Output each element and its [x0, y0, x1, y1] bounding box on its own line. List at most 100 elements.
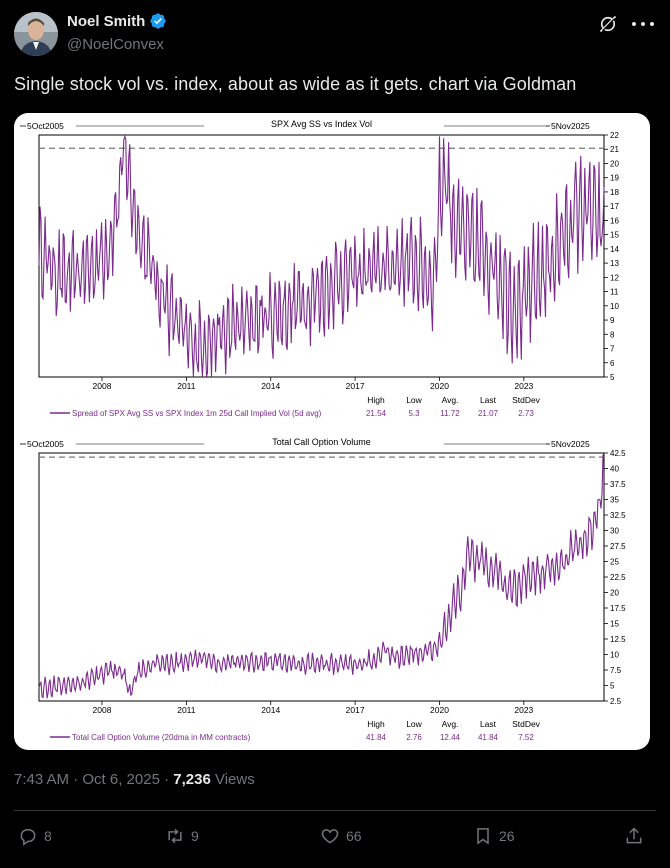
x-tick-label: 2011 [177, 381, 196, 391]
verified-badge-icon [150, 13, 167, 29]
y-tick-label: 2.5 [610, 697, 622, 706]
x-tick-label: 2023 [514, 381, 533, 391]
y-tick-label: 7 [610, 345, 615, 354]
stats-value: 7.52 [518, 733, 534, 742]
stats-header-last: Last [480, 395, 497, 405]
series-line [38, 134, 605, 377]
avatar[interactable] [14, 12, 58, 56]
x-tick-label: 2014 [261, 381, 280, 391]
y-tick-label: 42.5 [610, 449, 626, 458]
bookmark-icon [477, 828, 489, 845]
chart-title: Total Call Option Volume [272, 437, 371, 447]
tweet-meta: 7:43 AM · Oct 6, 2025 · 7,236 Views [14, 771, 255, 788]
y-tick-label: 19 [610, 174, 619, 183]
y-tick-label: 20 [610, 589, 619, 598]
bookmark-count: 26 [499, 828, 515, 844]
y-tick-label: 20 [610, 159, 619, 168]
y-tick-label: 25 [610, 558, 619, 567]
share-button[interactable] [624, 826, 644, 846]
spread-vol-chart: SPX Avg SS vs Index Vol 5Oct2005 5Nov2025 5… [20, 119, 619, 418]
x-tick-label: 2023 [514, 705, 533, 715]
bookmark-button[interactable]: 26 [473, 826, 515, 846]
author-name-text[interactable]: Noel Smith [67, 12, 146, 30]
chart-title: SPX Avg SS vs Index Vol [271, 119, 372, 129]
y-tick-label: 18 [610, 188, 619, 197]
y-tick-label: 9 [610, 316, 615, 325]
reply-count: 8 [44, 828, 52, 844]
call-volume-chart: Total Call Option Volume 5Oct2005 5Nov2025… [20, 437, 626, 742]
x-tick-label: 2011 [177, 705, 196, 715]
y-tick-label: 27.5 [610, 542, 626, 551]
repost-button[interactable]: 9 [165, 826, 199, 846]
stats-header-high: High [367, 395, 385, 405]
views-count: 7,236 [173, 771, 211, 788]
grok-icon[interactable] [598, 14, 618, 34]
y-tick-label: 10 [610, 302, 619, 311]
repost-icon [168, 828, 182, 844]
y-tick-label: 8 [610, 330, 615, 339]
avatar-image [14, 12, 58, 56]
x-tick-label: 2020 [430, 381, 449, 391]
end-date-label: 5Nov2025 [551, 121, 590, 131]
stats-header-low: Low [406, 719, 422, 729]
more-options-icon[interactable] [632, 20, 654, 28]
y-tick-label: 12 [610, 273, 619, 282]
y-tick-label: 17.5 [610, 604, 626, 613]
legend-label: Spread of SPX Avg SS vs SPX Index 1m 25d… [72, 409, 322, 418]
stats-value: 41.84 [366, 733, 387, 742]
tweet-timestamp[interactable]: 7:43 AM · Oct 6, 2025 [14, 771, 160, 788]
stats-header-avg: Avg. [442, 719, 459, 729]
y-tick-label: 16 [610, 216, 619, 225]
y-tick-label: 37.5 [610, 480, 626, 489]
y-tick-label: 21 [610, 145, 619, 154]
like-button[interactable]: 66 [320, 826, 362, 846]
divider [14, 810, 656, 811]
y-tick-label: 10 [610, 651, 619, 660]
meta-separator: · [159, 771, 174, 788]
y-tick-label: 5 [610, 373, 615, 382]
stats-value: 11.72 [440, 409, 460, 418]
reply-button[interactable]: 8 [18, 826, 52, 846]
y-tick-label: 30 [610, 527, 619, 536]
x-tick-label: 2014 [261, 705, 280, 715]
tweet-text: Single stock vol vs. index, about as wid… [14, 74, 577, 94]
y-tick-label: 35 [610, 496, 619, 505]
x-tick-label: 2008 [93, 705, 112, 715]
tweet-media-image[interactable]: SPX Avg SS vs Index Vol 5Oct2005 5Nov2025 5… [14, 113, 650, 750]
author-handle[interactable]: @NoelConvex [67, 36, 164, 53]
y-tick-label: 22.5 [610, 573, 626, 582]
views-label: Views [214, 771, 255, 788]
legend-label: Total Call Option Volume (20dma in MM co… [72, 733, 251, 742]
y-tick-label: 12.5 [610, 635, 626, 644]
stats-value: 21.07 [478, 409, 499, 418]
stats-value: 41.84 [478, 733, 499, 742]
x-tick-label: 2017 [346, 705, 365, 715]
x-tick-label: 2020 [430, 705, 449, 715]
stats-value: 12.44 [440, 733, 461, 742]
y-tick-label: 14 [610, 245, 619, 254]
repost-count: 9 [191, 828, 199, 844]
y-tick-label: 22 [610, 131, 619, 140]
stats-value: 21.54 [366, 409, 387, 418]
y-tick-label: 15 [610, 620, 619, 629]
start-date-label: 5Oct2005 [27, 439, 64, 449]
stats-header-stddev: StdDev [512, 395, 541, 405]
y-tick-label: 32.5 [610, 511, 626, 520]
like-count: 66 [346, 828, 362, 844]
author-name[interactable]: Noel Smith [67, 12, 167, 30]
stats-header-low: Low [406, 395, 422, 405]
x-tick-label: 2017 [346, 381, 365, 391]
y-tick-label: 13 [610, 259, 619, 268]
stats-value: 2.73 [518, 409, 534, 418]
share-icon [626, 827, 642, 844]
start-date-label: 5Oct2005 [27, 121, 64, 131]
reply-icon [20, 829, 36, 846]
end-date-label: 5Nov2025 [551, 439, 590, 449]
series-line [38, 453, 605, 699]
stats-value: 2.76 [406, 733, 422, 742]
stats-header-high: High [367, 719, 385, 729]
stats-header-avg: Avg. [442, 395, 459, 405]
stats-value: 5.3 [408, 409, 420, 418]
y-tick-label: 40 [610, 465, 619, 474]
plot-frame [38, 134, 605, 378]
